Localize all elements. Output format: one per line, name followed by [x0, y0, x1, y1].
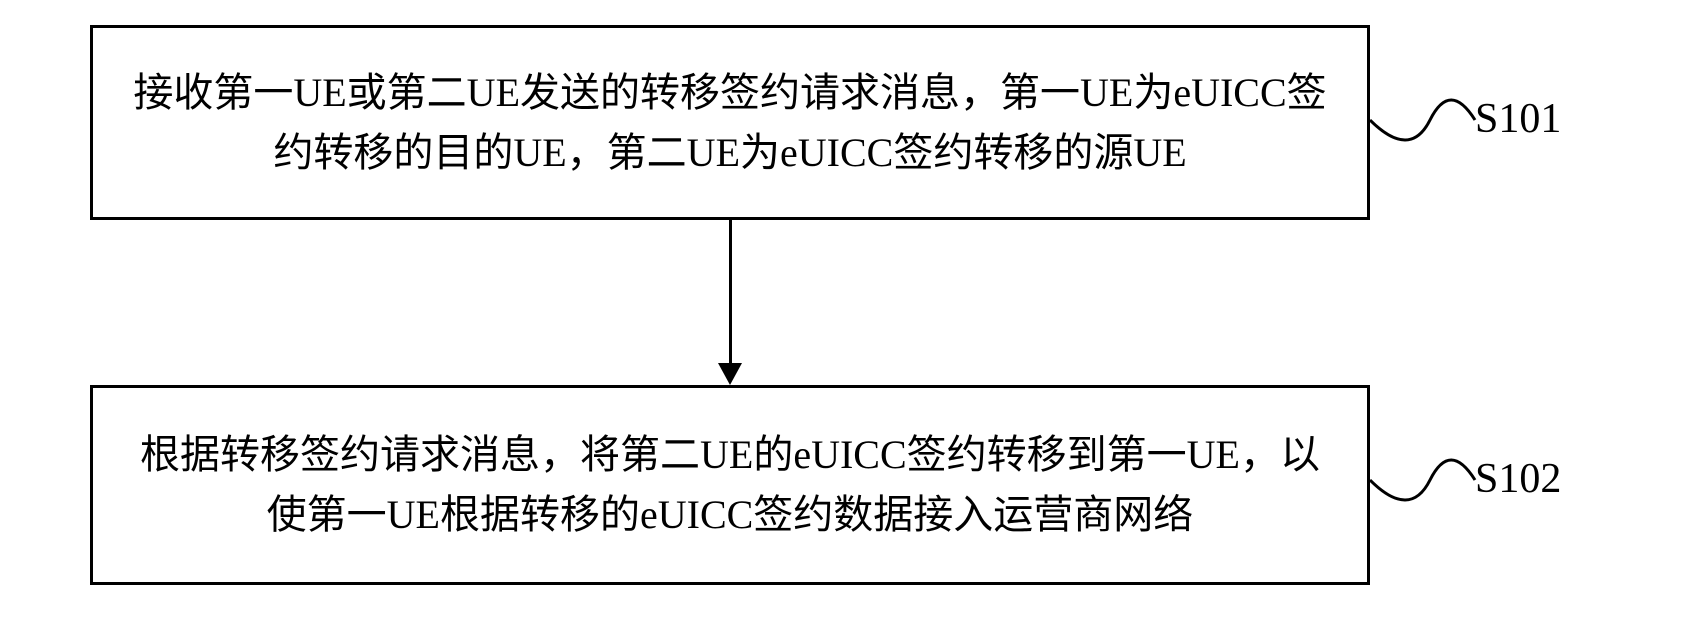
flow-step-box-1: 接收第一UE或第二UE发送的转移签约请求消息，第一UE为eUICC签约转移的目的…	[90, 25, 1370, 220]
connector-curve-1	[1370, 70, 1480, 170]
arrow-shaft-1	[729, 220, 732, 365]
flow-step-box-2: 根据转移签约请求消息，将第二UE的eUICC签约转移到第一UE，以使第一UE根据…	[90, 385, 1370, 585]
arrow-head-1	[718, 363, 742, 385]
step-label-1: S101	[1475, 95, 1561, 143]
flowchart-container: 接收第一UE或第二UE发送的转移签约请求消息，第一UE为eUICC签约转移的目的…	[0, 0, 1692, 629]
step-label-2: S102	[1475, 455, 1561, 503]
connector-curve-2	[1370, 430, 1480, 530]
flow-step-text-1: 接收第一UE或第二UE发送的转移签约请求消息，第一UE为eUICC签约转移的目的…	[123, 63, 1337, 183]
flow-step-text-2: 根据转移签约请求消息，将第二UE的eUICC签约转移到第一UE，以使第一UE根据…	[123, 425, 1337, 545]
